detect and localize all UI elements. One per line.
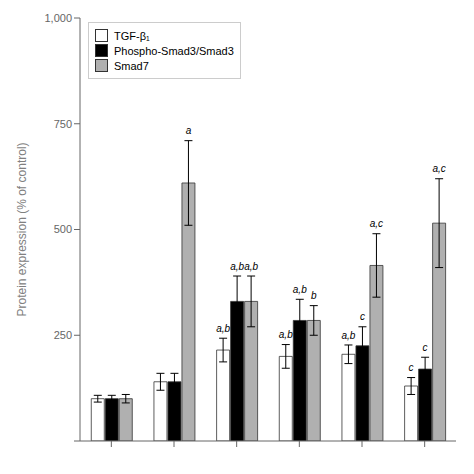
svg-text:c: c (360, 311, 365, 322)
svg-text:c: c (423, 342, 428, 353)
svg-text:a,b: a,b (279, 329, 293, 340)
html-text:Phospho-Smad3/Smad3: Phospho-Smad3/Smad3 (114, 44, 234, 57)
svg-text:a,b: a,b (230, 261, 244, 272)
html-text:TGF-β₁: TGF-β₁ (114, 29, 150, 42)
svg-text:750: 750 (54, 118, 72, 130)
svg-text:a: a (186, 125, 192, 136)
svg-text:500: 500 (54, 223, 72, 235)
svg-text:a,c: a,c (370, 218, 383, 229)
svg-text:a,b: a,b (293, 284, 307, 295)
svg-text:a,b: a,b (216, 323, 230, 334)
svg-text:a,b: a,b (341, 330, 355, 341)
svg-text:250: 250 (54, 329, 72, 341)
svg-text:c: c (409, 362, 414, 373)
svg-text:b: b (311, 290, 317, 301)
svg-text:a,c: a,c (432, 163, 445, 174)
svg-text:1,000: 1,000 (44, 12, 72, 24)
svg-text:Protein expression (% of contr: Protein expression (% of control) (15, 142, 29, 316)
svg-text:a,b: a,b (244, 261, 258, 272)
html-text:Smad7: Smad7 (114, 59, 149, 72)
